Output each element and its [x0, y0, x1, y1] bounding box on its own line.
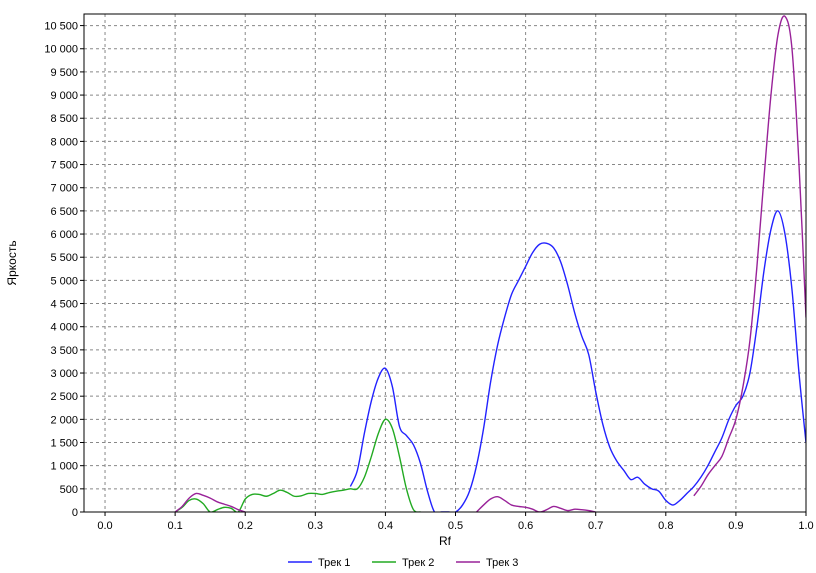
legend-entry-2: Трек 2 [372, 557, 434, 569]
y-tick-label: 4 500 [50, 299, 78, 311]
x-tick-label: 0.7 [588, 520, 603, 532]
legend-label-3: Трек 3 [486, 557, 518, 569]
x-tick-label: 0.8 [658, 520, 673, 532]
tick-layer: 0.0 0.1 0.2 0.3 0.4 0.5 0.6 0.7 0.8 0.9 1.0 0 500 1 0… [44, 21, 813, 532]
plot-frame [83, 13, 807, 513]
x-tick-label: 0.3 [308, 520, 323, 532]
x-tick-label: 0.0 [97, 520, 112, 532]
y-tick-label: 1 000 [50, 461, 78, 473]
legend-label-1: Трек 1 [318, 557, 350, 569]
y-tick-label: 0 [72, 507, 78, 519]
y-tick-label: 3 500 [50, 345, 78, 357]
series-line-2 [174, 418, 421, 512]
x-tick-label: 0.5 [448, 520, 463, 532]
grid-layer [84, 14, 807, 512]
y-tick-label: 2 500 [50, 391, 78, 403]
series-line-1 [349, 210, 806, 512]
y-tick-label: 10 500 [44, 21, 78, 33]
y-tick-label: 7 000 [50, 183, 78, 195]
y-tick-label: 10 000 [44, 44, 78, 56]
y-tick-label: 3 000 [50, 368, 78, 380]
y-tick-label: 7 500 [50, 160, 78, 172]
legend: Трек 1 Трек 2 Трек 3 [288, 557, 518, 569]
x-tick-label: 0.1 [167, 520, 182, 532]
x-tick-label: 0.4 [378, 520, 393, 532]
x-tick-label: 0.9 [728, 520, 743, 532]
y-tick-label: 5 000 [50, 275, 78, 287]
y-tick-label: 2 000 [50, 414, 78, 426]
x-axis-title: Rf [439, 534, 452, 548]
x-tick-label: 0.2 [238, 520, 253, 532]
x-tick-label: 0.6 [518, 520, 533, 532]
y-tick-label: 1 500 [50, 438, 78, 450]
y-tick-label: 8 000 [50, 136, 78, 148]
x-tick-label: 1.0 [798, 520, 813, 532]
y-tick-label: 9 000 [50, 90, 78, 102]
series-layer [174, 15, 806, 512]
y-tick-label: 500 [60, 484, 78, 496]
series-line-3 [693, 15, 806, 497]
y-tick-label: 6 500 [50, 206, 78, 218]
y-tick-label: 4 000 [50, 322, 78, 334]
y-tick-label: 6 000 [50, 229, 78, 241]
y-tick-label: 9 500 [50, 67, 78, 79]
series-line-3 [174, 492, 246, 512]
legend-entry-1: Трек 1 [288, 557, 350, 569]
legend-label-2: Трек 2 [402, 557, 434, 569]
y-axis-title: Яркость [5, 240, 19, 285]
series-line-3 [476, 495, 596, 512]
legend-entry-3: Трек 3 [456, 557, 518, 569]
y-tick-label: 5 500 [50, 252, 78, 264]
y-tick-label: 8 500 [50, 113, 78, 125]
